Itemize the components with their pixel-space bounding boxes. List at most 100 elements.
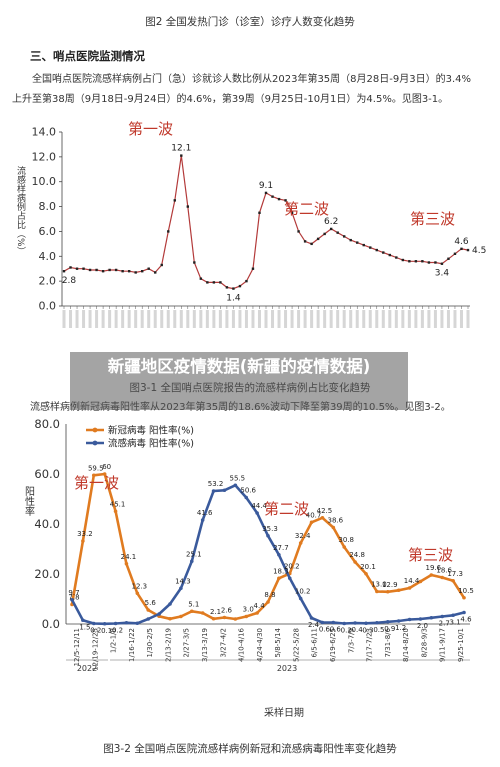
y-tick-label: 40.0	[34, 517, 60, 531]
x-tick-label-mark	[238, 310, 242, 328]
x-tick-label-mark	[375, 310, 379, 328]
ili-point	[95, 268, 98, 272]
series-point-0	[451, 578, 455, 583]
ili-point	[466, 248, 470, 252]
ili-data-label: 3.4	[435, 269, 450, 279]
y-tick-label: 10.0	[32, 175, 57, 188]
y-tick-label: 0.0	[39, 300, 57, 313]
x-tick-label: 8/14-8/20	[402, 628, 410, 662]
data-label: 2.0	[417, 622, 428, 630]
x-tick-label-mark	[192, 310, 196, 328]
x-tick-label-mark	[75, 310, 79, 328]
series-point-1	[277, 552, 281, 557]
ili-data-label: 4.6	[454, 237, 469, 247]
data-label: 7.8	[68, 594, 79, 602]
x-tick-label-mark	[101, 310, 105, 328]
x-tick-label-mark	[186, 310, 190, 328]
x-tick-label: 5/8-5/14	[274, 627, 282, 657]
x-tick-label-mark	[433, 310, 437, 328]
data-label: 44.4	[251, 502, 267, 510]
data-label: 10.2	[295, 588, 311, 596]
data-label: 20.2	[284, 563, 300, 571]
series-point-1	[233, 483, 238, 488]
y-axis-label: 流感样病例占比（%）	[15, 165, 26, 256]
data-label: 2.7	[439, 620, 450, 628]
series-point-0	[266, 600, 270, 604]
ili-point	[212, 281, 216, 284]
x-tick-label-mark	[231, 310, 235, 328]
series-point-1	[364, 621, 368, 626]
fig32-caption: 图3-2 全国哨点医院流感样病例新冠和流感病毒阳性率变化趋势	[103, 743, 397, 755]
data-label: 14.4	[404, 577, 420, 585]
series-point-1	[255, 511, 259, 515]
y-tick-label: 14.0	[32, 126, 57, 139]
x-tick-label: 5/22-5/28	[292, 628, 300, 662]
x-tick-label-mark	[466, 310, 470, 328]
ili-point	[434, 261, 437, 264]
ili-line	[63, 155, 469, 290]
data-label: 25.1	[186, 550, 202, 558]
fig2-caption: 图2 全国发热门诊（诊室）诊疗人数变化趋势	[145, 16, 355, 28]
series-point-0	[440, 575, 445, 580]
x-tick-label-mark	[446, 310, 450, 328]
x-tick-label: 4/10-4/16	[238, 627, 246, 662]
series-point-1	[342, 621, 347, 626]
x-tick-label-mark	[336, 310, 340, 328]
ili-point	[219, 281, 222, 284]
x-tick-label: 7/31-8/6	[384, 627, 392, 657]
series-point-0	[135, 591, 140, 596]
y-axis-label: 阳性率	[23, 486, 35, 517]
series-point-0	[385, 589, 390, 594]
data-label: 33.2	[77, 530, 93, 538]
ili-point	[447, 257, 450, 260]
x-tick-label-mark	[284, 310, 288, 328]
data-label: 24.1	[121, 553, 137, 561]
data-label: 45.1	[110, 500, 126, 508]
series-point-1	[353, 621, 357, 625]
x-tick-label-mark	[62, 310, 66, 328]
year-label: 2022	[77, 664, 97, 673]
x-tick-label-mark	[368, 310, 372, 328]
ili-point	[75, 267, 79, 270]
data-label: 35.3	[262, 525, 278, 533]
ili-point	[284, 199, 287, 202]
x-tick-label-mark	[355, 310, 359, 328]
series-point-0	[113, 509, 118, 514]
ili-point	[349, 238, 352, 242]
x-tick-label-mark	[394, 310, 398, 328]
series-point-0	[320, 515, 325, 520]
ili-point	[108, 268, 111, 272]
x-tick-label: 7/3-7/9	[347, 628, 355, 653]
data-label: 4.6	[460, 616, 472, 624]
series-point-1	[135, 621, 140, 626]
ili-point	[401, 258, 405, 262]
x-tick-label-mark	[251, 310, 255, 328]
data-label: 53.2	[208, 480, 224, 488]
x-tick-label-mark	[453, 310, 457, 328]
x-tick-label-mark	[297, 310, 301, 328]
data-label: 0.2	[90, 627, 101, 635]
x-tick-label: 9/11-9/17	[439, 628, 447, 662]
ili-point	[297, 230, 300, 233]
x-tick-label-mark	[153, 310, 157, 328]
data-label: 20.1	[360, 563, 376, 571]
x-tick-label-mark	[381, 310, 385, 328]
ili-point	[316, 237, 320, 241]
data-label: 59.5	[88, 464, 104, 472]
paragraph-1-line-1: 全国哨点医院流感样病例占门（急）诊就诊人数比例从2023年第35周（8月28日-…	[32, 74, 471, 85]
series-point-0	[146, 608, 151, 612]
series-point-1	[81, 618, 85, 623]
data-label: 3.1	[450, 618, 461, 626]
x-tick-label-mark	[95, 310, 99, 328]
data-label: 18.6	[436, 567, 452, 575]
series-point-1	[298, 596, 303, 601]
ili-point	[258, 211, 261, 214]
ili-point	[173, 199, 176, 202]
series-point-0	[179, 614, 183, 619]
ili-point	[206, 281, 209, 284]
ili-point	[127, 270, 131, 273]
data-label: 30.8	[338, 536, 354, 544]
data-label: 2.1	[210, 608, 221, 616]
series-point-0	[418, 579, 423, 584]
wave-annotation: 第三波	[410, 210, 455, 228]
